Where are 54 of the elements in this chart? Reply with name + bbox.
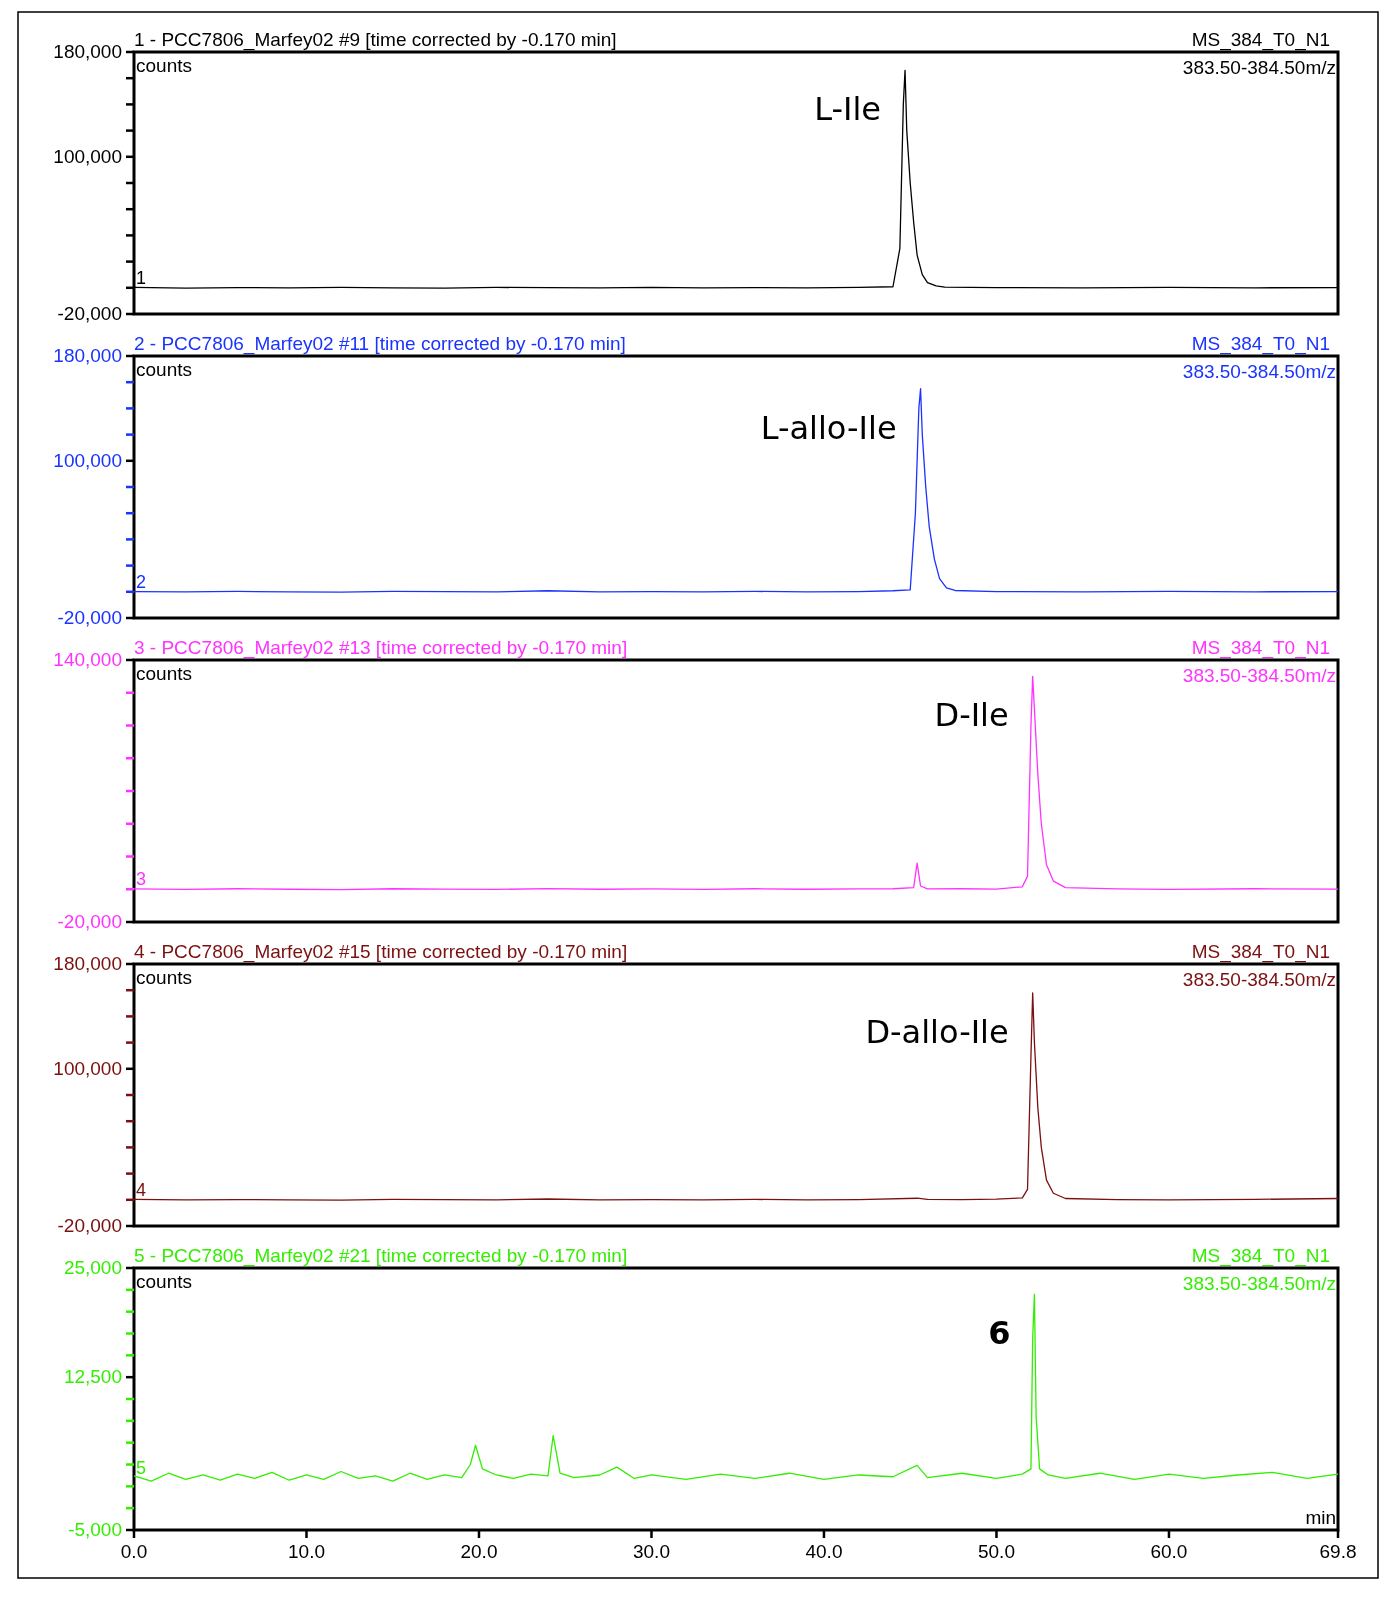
y-tick-label: 180,000 <box>53 41 122 62</box>
annotation: 3 <box>136 869 147 890</box>
x-tick-label: 69.8 <box>1319 1541 1357 1562</box>
y-tick-label: 100,000 <box>53 1057 122 1079</box>
chart-subtitle: MS_384_T0_N1 <box>1191 941 1330 963</box>
x-tick-label: 40.0 <box>805 1541 843 1562</box>
chart-subtitle: MS_384_T0_N1 <box>1191 1245 1330 1267</box>
chart-title: 3 - PCC7806_Marfey02 #13 [time corrected by -0.170 min] <box>134 637 628 659</box>
y-tick-label: -20,000 <box>57 607 122 628</box>
y-tick-label: 100,000 <box>53 449 122 471</box>
y-tick-label: 100,000 <box>53 145 122 167</box>
y-tick-label: -20,000 <box>57 911 122 932</box>
chart-subtitle: MS_384_T0_N1 <box>1191 333 1330 355</box>
annotation: L-Ile <box>814 90 882 129</box>
chart-subtitle: MS_384_T0_N1 <box>1191 29 1330 51</box>
annotation: L-allo-Ile <box>760 408 897 447</box>
y-tick-label: 140,000 <box>53 649 122 670</box>
annotation: D-allo-Ile <box>865 1012 1009 1051</box>
y-axis-title: counts <box>136 359 192 380</box>
chart-title: 1 - PCC7806_Marfey02 #9 [time corrected by -0.170 min] <box>134 29 617 51</box>
y-tick-label: 180,000 <box>53 345 122 366</box>
annotation: 383.50-384.50m/z <box>1182 361 1336 382</box>
annotation: 5 <box>136 1457 147 1478</box>
annotation: D-Ile <box>934 696 1009 735</box>
x-tick-label: 20.0 <box>460 1541 498 1562</box>
annotation: 383.50-384.50m/z <box>1182 665 1336 686</box>
y-tick-label: 12,500 <box>63 1366 122 1388</box>
annotation: 2 <box>136 571 147 592</box>
x-tick-label: 50.0 <box>977 1541 1015 1562</box>
annotation: 383.50-384.50m/z <box>1182 1273 1336 1294</box>
annotation: 383.50-384.50m/z <box>1182 57 1336 78</box>
y-axis-title: counts <box>136 1271 192 1292</box>
x-tick-label: 60.0 <box>1150 1541 1188 1562</box>
y-tick-label: 25,000 <box>63 1257 122 1278</box>
y-axis-title: counts <box>136 55 192 76</box>
annotation: 6 <box>988 1314 1011 1353</box>
chart-subtitle: MS_384_T0_N1 <box>1191 637 1330 659</box>
chart-title: 5 - PCC7806_Marfey02 #21 [time corrected by -0.170 min] <box>134 1245 628 1267</box>
y-tick-label: -20,000 <box>57 1215 122 1236</box>
chart-title: 2 - PCC7806_Marfey02 #11 [time corrected by -0.170 min] <box>134 333 626 355</box>
x-axis-title: min <box>1305 1507 1336 1528</box>
annotation: 1 <box>136 267 147 288</box>
y-axis-title: counts <box>136 663 192 684</box>
annotation: 383.50-384.50m/z <box>1182 969 1336 990</box>
x-tick-label: 30.0 <box>632 1541 670 1562</box>
chart-title: 4 - PCC7806_Marfey02 #15 [time corrected by -0.170 min] <box>134 941 628 963</box>
y-tick-label: 180,000 <box>53 953 122 974</box>
x-tick-label: 0.0 <box>120 1541 148 1562</box>
x-tick-label: 10.0 <box>288 1541 325 1562</box>
y-axis-title: counts <box>136 967 192 988</box>
y-tick-label: -5,000 <box>68 1519 122 1540</box>
y-tick-label: -20,000 <box>57 303 122 324</box>
line-series <box>133 1293 1339 1482</box>
annotation: 4 <box>136 1179 147 1200</box>
